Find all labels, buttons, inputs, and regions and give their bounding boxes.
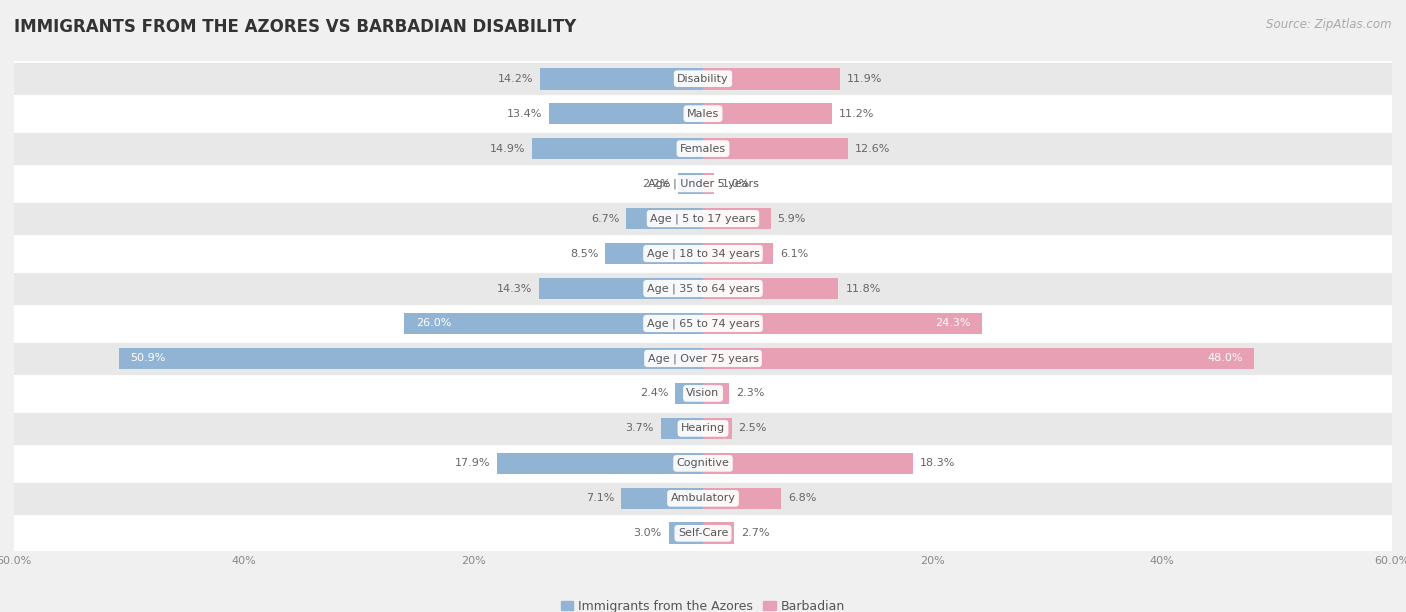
Bar (14, 446, 1392, 481)
Text: Vision: Vision (686, 389, 720, 398)
Text: 3.0%: 3.0% (634, 528, 662, 539)
Text: 50.9%: 50.9% (129, 354, 166, 364)
Text: Age | 5 to 17 years: Age | 5 to 17 years (650, 214, 756, 224)
Text: Disability: Disability (678, 73, 728, 84)
Text: 13.4%: 13.4% (508, 109, 543, 119)
Text: Age | 65 to 74 years: Age | 65 to 74 years (647, 318, 759, 329)
Bar (498, 452, 703, 474)
Text: Source: ZipAtlas.com: Source: ZipAtlas.com (1267, 18, 1392, 31)
Text: Hearing: Hearing (681, 424, 725, 433)
Bar (531, 138, 703, 160)
Text: 14.3%: 14.3% (496, 283, 531, 294)
Text: 26.0%: 26.0% (416, 318, 451, 329)
Bar (703, 173, 714, 195)
Bar (14, 201, 1392, 236)
Text: 3.7%: 3.7% (626, 424, 654, 433)
Text: 11.9%: 11.9% (846, 73, 882, 84)
Bar (703, 417, 731, 439)
Text: Ambulatory: Ambulatory (671, 493, 735, 503)
Bar (703, 452, 912, 474)
Text: 2.4%: 2.4% (640, 389, 669, 398)
Legend: Immigrants from the Azores, Barbadian: Immigrants from the Azores, Barbadian (555, 595, 851, 612)
Bar (703, 488, 782, 509)
Text: Males: Males (688, 109, 718, 119)
Text: 2.7%: 2.7% (741, 528, 769, 539)
Text: 5.9%: 5.9% (778, 214, 806, 223)
Text: IMMIGRANTS FROM THE AZORES VS BARBADIAN DISABILITY: IMMIGRANTS FROM THE AZORES VS BARBADIAN … (14, 18, 576, 36)
Bar (661, 417, 703, 439)
Bar (703, 313, 981, 334)
Text: Cognitive: Cognitive (676, 458, 730, 468)
Text: 17.9%: 17.9% (456, 458, 491, 468)
Bar (14, 96, 1392, 131)
Bar (678, 173, 703, 195)
Text: Self-Care: Self-Care (678, 528, 728, 539)
Bar (669, 523, 703, 544)
Bar (703, 348, 1254, 369)
Bar (14, 341, 1392, 376)
Text: Age | Over 75 years: Age | Over 75 years (648, 353, 758, 364)
Bar (703, 207, 770, 230)
Bar (703, 138, 848, 160)
Text: 48.0%: 48.0% (1208, 354, 1243, 364)
Text: 6.7%: 6.7% (591, 214, 619, 223)
Bar (538, 278, 703, 299)
Text: 2.2%: 2.2% (643, 179, 671, 188)
Bar (621, 488, 703, 509)
Text: 14.9%: 14.9% (489, 144, 524, 154)
Bar (118, 348, 703, 369)
Text: 2.5%: 2.5% (738, 424, 766, 433)
Bar (606, 243, 703, 264)
Text: 14.2%: 14.2% (498, 73, 533, 84)
Text: 11.2%: 11.2% (838, 109, 875, 119)
Text: 6.1%: 6.1% (780, 248, 808, 258)
Text: 8.5%: 8.5% (571, 248, 599, 258)
Text: 2.3%: 2.3% (737, 389, 765, 398)
Bar (14, 481, 1392, 516)
Bar (14, 61, 1392, 96)
Text: 12.6%: 12.6% (855, 144, 890, 154)
Bar (675, 382, 703, 405)
Text: Age | 35 to 64 years: Age | 35 to 64 years (647, 283, 759, 294)
Bar (405, 313, 703, 334)
Text: 11.8%: 11.8% (845, 283, 880, 294)
Bar (14, 236, 1392, 271)
Bar (703, 68, 839, 89)
Text: Age | Under 5 years: Age | Under 5 years (648, 178, 758, 189)
Bar (14, 131, 1392, 166)
Text: 18.3%: 18.3% (920, 458, 956, 468)
Text: 24.3%: 24.3% (935, 318, 970, 329)
Bar (14, 306, 1392, 341)
Text: 7.1%: 7.1% (586, 493, 614, 503)
Bar (540, 68, 703, 89)
Bar (703, 103, 831, 124)
Text: Females: Females (681, 144, 725, 154)
Bar (14, 166, 1392, 201)
Bar (14, 516, 1392, 551)
Bar (550, 103, 703, 124)
Bar (703, 523, 734, 544)
Text: 1.0%: 1.0% (721, 179, 749, 188)
Bar (703, 243, 773, 264)
Bar (703, 382, 730, 405)
Text: 6.8%: 6.8% (787, 493, 817, 503)
Text: Age | 18 to 34 years: Age | 18 to 34 years (647, 248, 759, 259)
Bar (14, 376, 1392, 411)
Bar (14, 411, 1392, 446)
Bar (14, 271, 1392, 306)
Bar (703, 278, 838, 299)
Bar (626, 207, 703, 230)
